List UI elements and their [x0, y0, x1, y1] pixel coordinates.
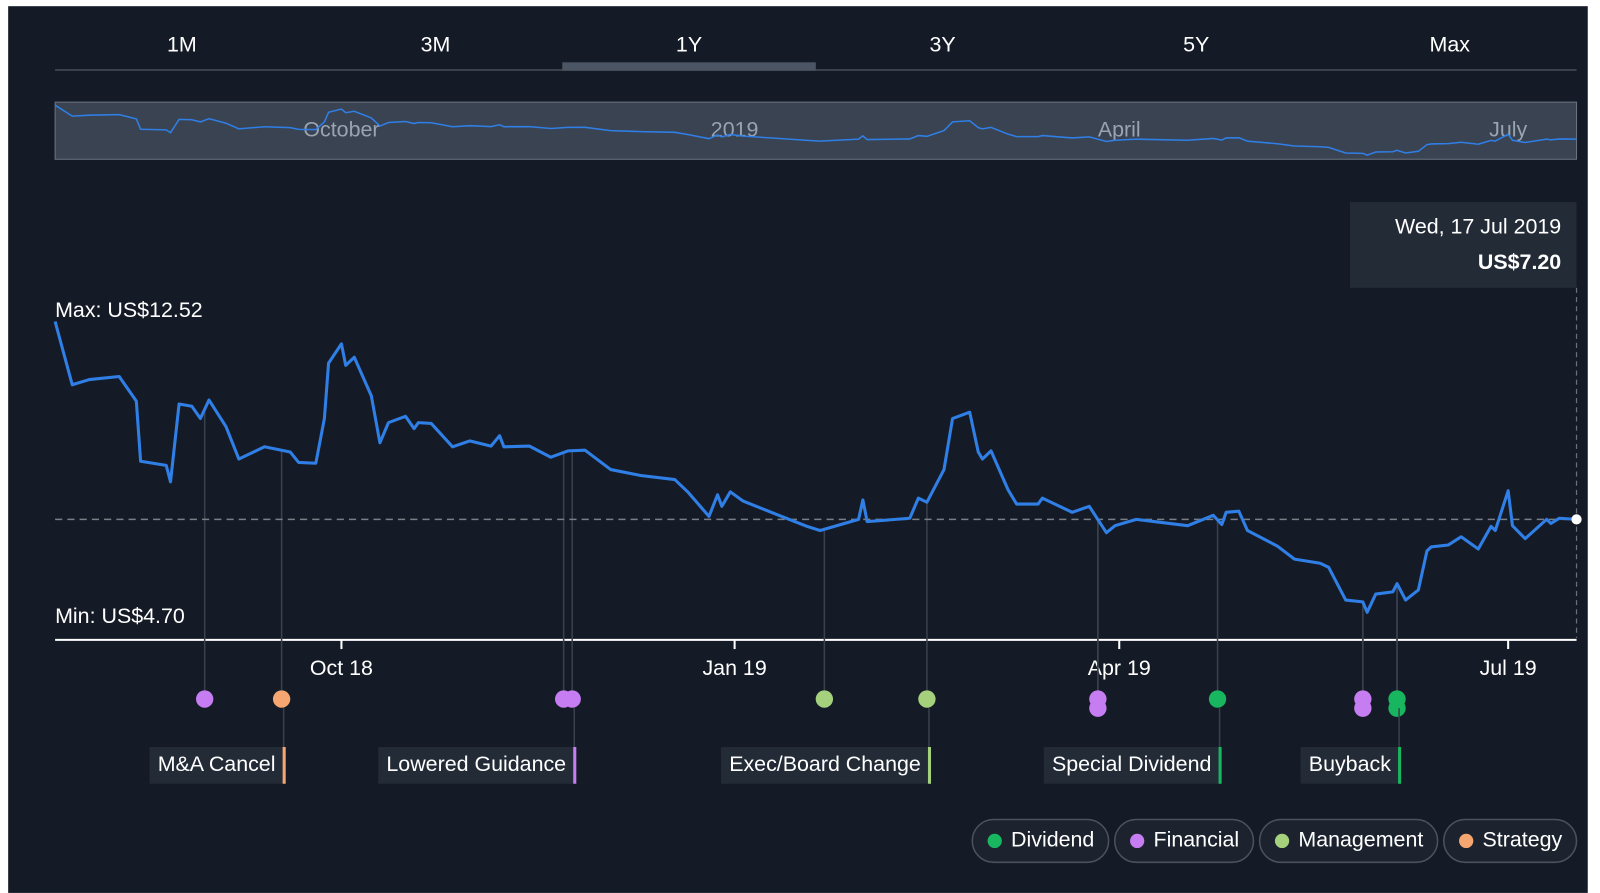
tooltip-price: US$7.20: [1478, 250, 1561, 274]
x-tick-label: Jul 19: [1480, 656, 1537, 680]
event-dot: [196, 690, 214, 708]
navigator-label: July: [1489, 117, 1527, 141]
legend-pill: [971, 818, 1110, 864]
event-dot: [918, 690, 936, 708]
legend-label: Dividend: [1011, 828, 1094, 852]
event-label-text: Special Dividend: [1052, 752, 1211, 776]
legend-pill: [1442, 818, 1578, 864]
event-label-box: [1300, 747, 1402, 784]
event-label-text: Buyback: [1309, 752, 1391, 776]
event-label-bar: [573, 747, 577, 784]
legend-item[interactable]: Dividend: [971, 818, 1110, 864]
tab[interactable]: 3Y: [930, 33, 956, 57]
event-dot: [1089, 699, 1107, 717]
event-label-text: Lowered Guidance: [386, 752, 566, 776]
tab[interactable]: 5Y: [1183, 33, 1209, 57]
event-label-bar: [1398, 747, 1402, 784]
legend-swatch: [1274, 833, 1290, 849]
event-label-text: Exec/Board Change: [729, 752, 921, 776]
event-label-box: [149, 747, 286, 784]
legend-item[interactable]: Management: [1258, 818, 1439, 864]
active-tab-indicator: [562, 62, 816, 71]
event-label-text: M&A Cancel: [158, 752, 276, 776]
event-label-box: [1043, 747, 1222, 784]
current-point: [1571, 514, 1582, 525]
max-label: Max: US$12.52: [55, 298, 203, 322]
event-dot: [1208, 690, 1227, 708]
event-label-box: [721, 747, 932, 784]
x-tick-label: Oct 18: [310, 656, 373, 680]
event-label: Buyback: [1300, 747, 1402, 784]
event-label-box: [378, 747, 577, 784]
event-label: Exec/Board Change: [721, 747, 932, 784]
event-dot: [1354, 699, 1372, 717]
legend-swatch: [1459, 833, 1474, 849]
x-tick-label: Jan 19: [702, 656, 766, 680]
event-label-bar: [1218, 747, 1222, 784]
event-label-bar: [282, 747, 286, 784]
event-label: Special Dividend: [1043, 747, 1222, 784]
navigator-label: 2019: [711, 117, 759, 141]
tab[interactable]: 3M: [421, 33, 451, 57]
event-label: Lowered Guidance: [378, 747, 577, 784]
event-dot: [815, 690, 834, 708]
event-dot: [563, 690, 581, 708]
legend-label: Financial: [1154, 828, 1240, 852]
event-dot: [1388, 699, 1406, 717]
event-dot: [272, 690, 291, 708]
event-label-bar: [927, 747, 932, 784]
legend-swatch: [987, 833, 1002, 849]
tab[interactable]: 1M: [167, 33, 197, 57]
tab[interactable]: Max: [1430, 33, 1471, 57]
tooltip-date: Wed, 17 Jul 2019: [1395, 214, 1561, 238]
price-line: [53, 321, 1577, 614]
legend-item[interactable]: Financial: [1113, 818, 1255, 864]
navigator: [54, 101, 1578, 160]
legend-label: Strategy: [1483, 828, 1563, 852]
tooltip-box: [1350, 202, 1577, 288]
legend-item[interactable]: Strategy: [1442, 818, 1578, 864]
legend-swatch: [1130, 833, 1145, 849]
event-label: M&A Cancel: [149, 747, 286, 784]
legend-label: Management: [1298, 828, 1423, 852]
min-label: Min: US$4.70: [55, 604, 185, 628]
navigator-line: [54, 104, 1577, 156]
legend-pill: [1113, 818, 1255, 864]
legend-pill: [1258, 818, 1439, 864]
navigator-label: April: [1098, 117, 1141, 141]
tab[interactable]: 1Y: [676, 33, 702, 57]
